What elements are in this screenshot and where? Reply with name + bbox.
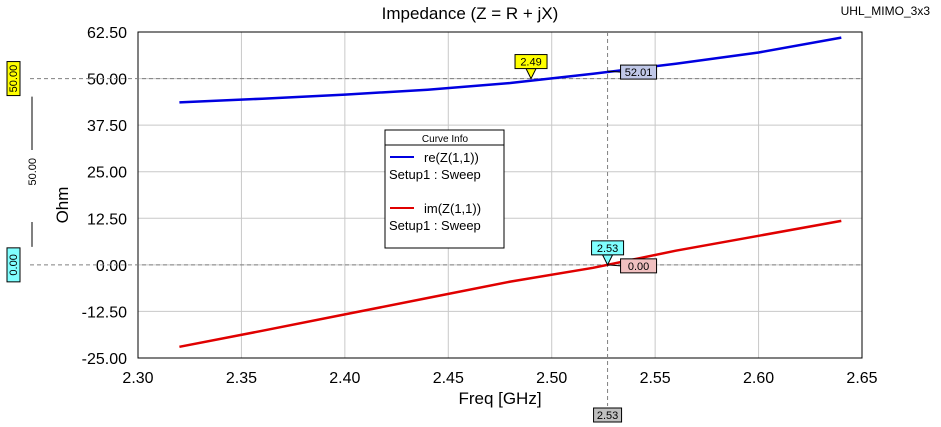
h-line-value-label[interactable]: 0.00 (6, 247, 21, 283)
legend-entry-im: im(Z(1,1)) (424, 201, 481, 216)
svg-text:2.49: 2.49 (520, 57, 541, 69)
svg-text:50.00: 50.00 (8, 65, 20, 93)
x-tick-label: 2.60 (743, 370, 774, 387)
x-tick-label: 2.50 (536, 370, 567, 387)
series-group (179, 36, 842, 349)
project-label: UHL_MIMO_3x3 (841, 4, 931, 18)
legend-entry-re-setup: Setup1 : Sweep (389, 167, 481, 182)
x-tick-label: 2.40 (329, 370, 360, 387)
legend-box (384, 129, 505, 249)
svg-text:2.53: 2.53 (597, 243, 618, 255)
y-tick-label: 25.00 (87, 165, 127, 182)
svg-text:2.53: 2.53 (597, 410, 618, 422)
series-im-line[interactable] (179, 219, 842, 349)
x-tick-label: 2.55 (640, 370, 671, 387)
crossing-marker[interactable]: 2.49 (514, 54, 548, 80)
marker-labels: 50.00 0.00 2.49 2.53 52.01 0.00 2.53 (6, 54, 658, 423)
plot-frame (137, 31, 863, 359)
y-tick-label: -12.50 (82, 304, 127, 321)
h-line-value-label[interactable]: 50.00 (6, 61, 21, 97)
marker-readout[interactable]: 52.01 (620, 64, 658, 80)
marker-x-value-label[interactable]: 2.53 (593, 407, 623, 423)
readout-leader (607, 70, 621, 73)
chart-title: Impedance (Z = R + jX) (382, 4, 559, 23)
legend-entry-im-setup: Setup1 : Sweep (389, 218, 481, 233)
x-axis: 2.30 2.35 2.40 2.45 2.50 2.55 2.60 2.65 (122, 370, 877, 387)
crossing-marker[interactable]: 2.53 (591, 240, 625, 266)
y-tick-label: 62.50 (87, 25, 127, 42)
y-tick-label: 50.00 (87, 72, 127, 89)
y-axis: 62.50 50.00 37.50 25.00 12.50 0.00 -12.50 -25.0… (82, 25, 127, 368)
svg-text:0.00: 0.00 (628, 261, 649, 273)
legend[interactable]: Curve Info re(Z(1,1)) Setup1 : Sweep im(… (384, 129, 505, 249)
readout-leader (607, 264, 621, 267)
y-axis-label: Ohm (53, 187, 72, 224)
x-tick-label: 2.45 (433, 370, 464, 387)
marker-readout[interactable]: 0.00 (620, 258, 658, 274)
x-tick-label: 2.35 (226, 370, 257, 387)
y-tick-label: -25.00 (82, 351, 127, 368)
series-re-line[interactable] (179, 36, 842, 104)
x-tick-label: 2.65 (846, 370, 877, 387)
y-tick-label: 37.50 (87, 118, 127, 135)
svg-text:52.01: 52.01 (625, 67, 653, 79)
legend-entry-re: re(Z(1,1)) (424, 150, 479, 165)
y-tick-label: 0.00 (96, 258, 127, 275)
svg-text:0.00: 0.00 (8, 254, 20, 275)
x-axis-label: Freq [GHz] (458, 389, 541, 408)
y-tick-label: 12.50 (87, 211, 127, 228)
x-tick-label: 2.30 (122, 370, 153, 387)
legend-title: Curve Info (422, 134, 469, 145)
delta-value-label: 50.00 (27, 158, 39, 186)
marker-lines: 50.00 (27, 32, 862, 406)
